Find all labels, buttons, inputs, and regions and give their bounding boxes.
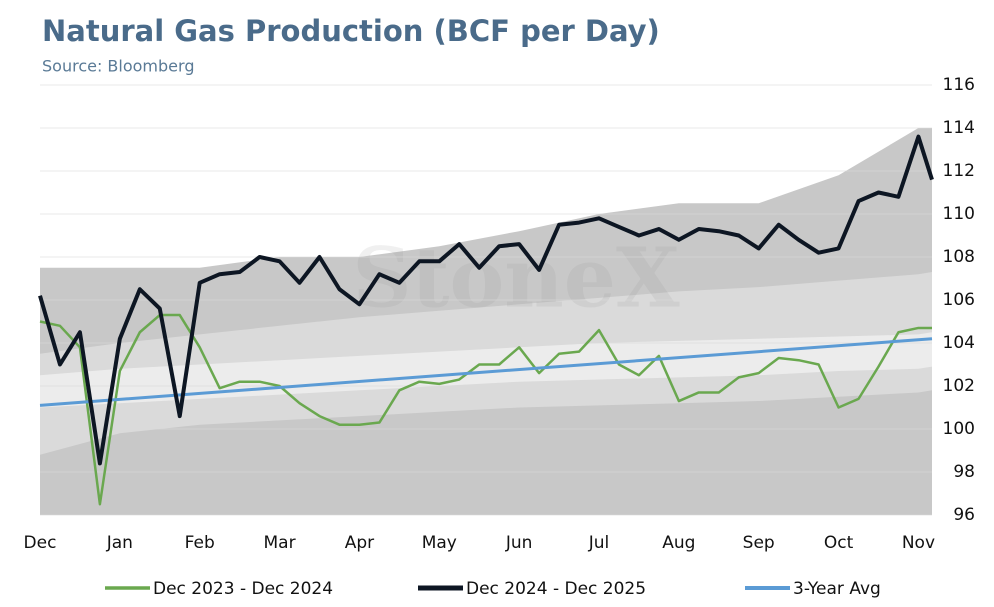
chart-subtitle: Source: Bloomberg — [42, 57, 194, 76]
x-tick-label: Jun — [505, 533, 533, 553]
chart-title: Natural Gas Production (BCF per Day) — [42, 14, 660, 48]
y-tick-label: 116 — [943, 75, 975, 95]
x-tick-label: Jul — [588, 533, 610, 553]
series-line — [39, 337, 933, 407]
legend-label: Dec 2023 - Dec 2024 — [153, 579, 333, 599]
y-tick-label: 112 — [943, 161, 975, 181]
y-tick-label: 104 — [943, 333, 975, 353]
y-tick-label: 106 — [943, 290, 975, 310]
y-tick-label: 96 — [953, 505, 975, 525]
y-tick-label: 114 — [943, 118, 975, 138]
x-tick-label: Apr — [345, 533, 374, 553]
x-tick-label: Aug — [662, 533, 695, 553]
x-tick-label: Nov — [902, 533, 935, 553]
x-tick-label: Jan — [106, 533, 133, 553]
x-tick-label: Sep — [743, 533, 775, 553]
legend-label: Dec 2024 - Dec 2025 — [466, 579, 646, 599]
x-tick-label: May — [422, 533, 457, 553]
y-tick-label: 100 — [943, 419, 975, 439]
range-area — [40, 390, 932, 515]
y-tick-label: 102 — [943, 376, 975, 396]
y-tick-label: 98 — [953, 462, 975, 482]
series-line — [39, 313, 932, 506]
legend-label: 3-Year Avg — [793, 579, 881, 599]
x-tick-label: Dec — [24, 533, 57, 553]
series-line — [38, 134, 934, 466]
x-tick-label: Feb — [185, 533, 215, 553]
y-tick-label: 110 — [943, 204, 975, 224]
x-tick-label: Oct — [824, 533, 854, 553]
x-tick-label: Mar — [264, 533, 296, 553]
y-tick-label: 108 — [943, 247, 975, 267]
